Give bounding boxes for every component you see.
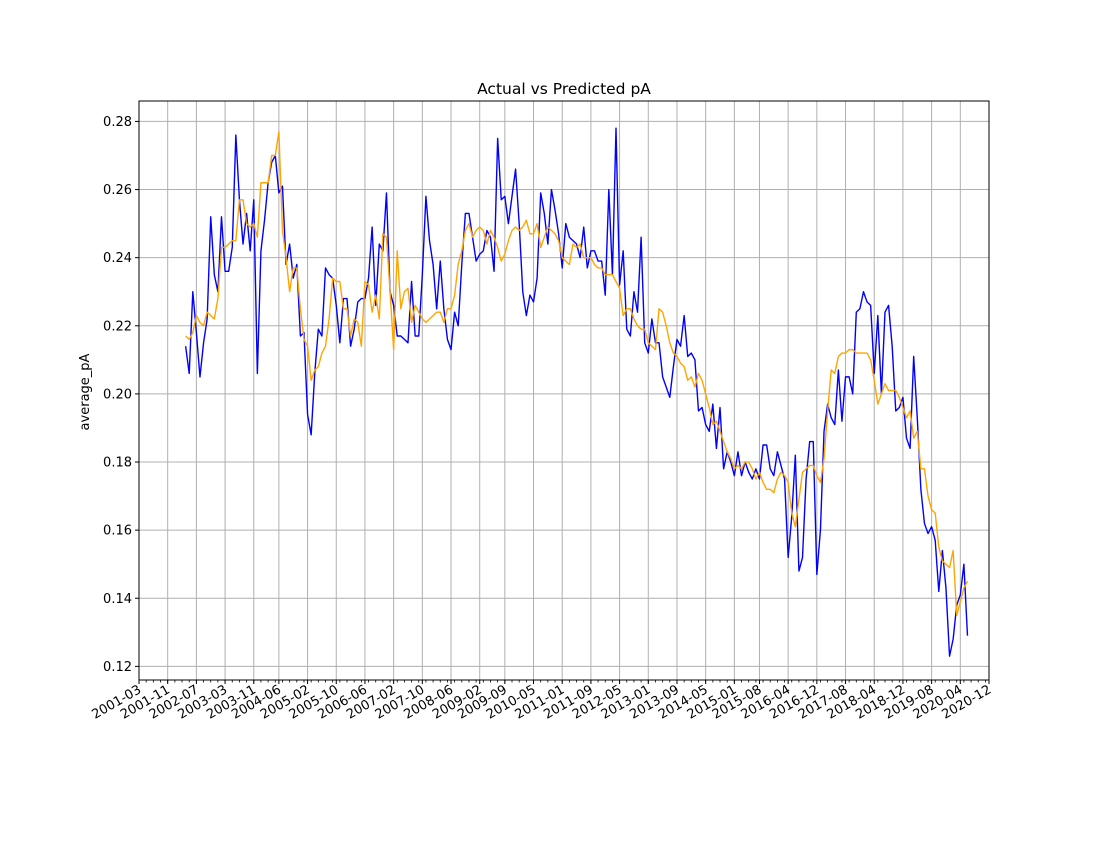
y-tick-label: 0.18 [103, 456, 132, 471]
y-tick-label: 0.20 [103, 387, 132, 402]
y-tick-label: 0.16 [103, 524, 132, 539]
y-axis-label: average_pA [78, 353, 93, 430]
y-tick-label: 0.14 [103, 592, 132, 607]
series-layer [184, 127, 969, 657]
plot-frame [138, 100, 990, 681]
grid-layer [138, 101, 990, 680]
chart-title: Actual vs Predicted pA [477, 80, 651, 98]
series-line-actual [184, 127, 969, 657]
labels-layer: Actual vs Predicted pA average_pA [78, 80, 651, 430]
series-line-predicted [185, 130, 969, 616]
y-tick-label: 0.22 [103, 319, 132, 334]
y-tick-label: 0.24 [103, 251, 132, 266]
y-tick-label: 0.26 [103, 183, 132, 198]
y-tick-label: 0.28 [103, 115, 132, 130]
y-tick-label: 0.12 [103, 660, 132, 675]
